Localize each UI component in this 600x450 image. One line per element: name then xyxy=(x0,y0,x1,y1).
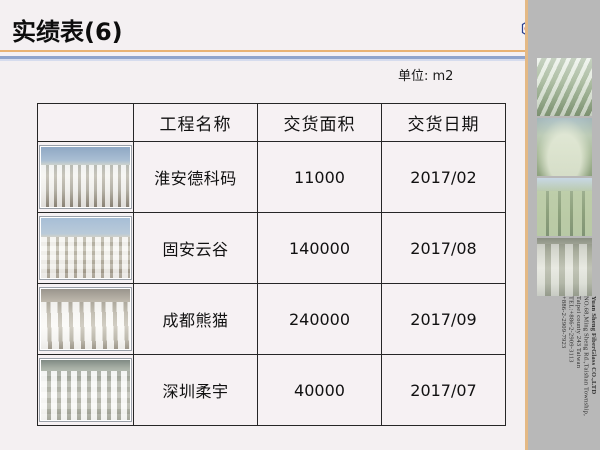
project-photo-guan xyxy=(39,216,132,280)
row-project-name: 淮安德科码 xyxy=(133,141,258,213)
row-thumbnail-cell xyxy=(37,283,134,355)
title-header: 实绩表(6) xyxy=(0,0,528,61)
header-delivery-date: 交货日期 xyxy=(381,103,506,142)
address-city: Taipei county 243 Taiwan xyxy=(575,296,582,369)
row-delivery-area: 40000 xyxy=(257,354,382,426)
header-project-name: 工程名称 xyxy=(133,103,258,142)
row-delivery-area: 240000 xyxy=(257,283,382,355)
table-header-row: 工程名称 交货面积 交货日期 xyxy=(37,103,506,142)
row-project-name: 成都熊猫 xyxy=(133,283,258,355)
title-divider-blue-light xyxy=(0,59,528,61)
row-delivery-date: 2017/09 xyxy=(381,283,506,355)
row-project-name: 深圳柔宇 xyxy=(133,354,258,426)
project-photo-chengdu xyxy=(39,287,132,351)
row-thumbnail-cell xyxy=(37,354,134,426)
row-project-name: 固安云谷 xyxy=(133,212,258,284)
address-tel-primary: TEL:+886-2-2909-3113 xyxy=(567,296,575,363)
row-delivery-area: 140000 xyxy=(257,212,382,284)
address-street: NO.68,Ming Sheng Rd.,Taishan Township, xyxy=(582,296,590,416)
table-row: 淮安德科码 11000 2017/02 xyxy=(37,141,506,213)
row-thumbnail-cell xyxy=(37,141,134,213)
title-divider-blue xyxy=(0,56,528,59)
company-address-block: Yuan Sheng FiberGlass CO.,LTD NO.68,Ming… xyxy=(528,296,600,446)
title-divider-orange xyxy=(0,50,528,52)
sidebar-photo-strip xyxy=(537,58,592,298)
frp-floor-interior-photo xyxy=(537,238,592,296)
frp-ceiling-structure-photo xyxy=(537,58,592,116)
project-photo-huaian xyxy=(39,145,132,209)
frp-tank-closeup-photo xyxy=(537,118,592,176)
header-photo xyxy=(37,103,134,142)
table-row: 成都熊猫 240000 2017/09 xyxy=(37,283,506,355)
results-table: 工程名称 交货面积 交货日期 淮安德科码 11000 2017/02 固安云谷 … xyxy=(37,103,506,426)
row-delivery-date: 2017/07 xyxy=(381,354,506,426)
header-delivery-area: 交货面积 xyxy=(257,103,382,142)
row-thumbnail-cell xyxy=(37,212,134,284)
row-delivery-date: 2017/02 xyxy=(381,141,506,213)
table-row: 深圳柔宇 40000 2017/07 xyxy=(37,354,506,426)
project-photo-shenzhen xyxy=(39,358,132,422)
page-title: 实绩表(6) xyxy=(12,18,123,46)
address-tel-secondary: +886-2-2909-7923 xyxy=(560,296,567,349)
table-row: 固安云谷 140000 2017/08 xyxy=(37,212,506,284)
row-delivery-date: 2017/08 xyxy=(381,212,506,284)
frp-tank-farm-photo xyxy=(537,178,592,236)
row-delivery-area: 11000 xyxy=(257,141,382,213)
address-company-name: Yuan Sheng FiberGlass CO.,LTD xyxy=(590,296,597,395)
unit-label: 单位: m2 xyxy=(398,69,454,84)
right-sidebar: Yuan Sheng FiberGlass CO.,LTD NO.68,Ming… xyxy=(525,0,600,450)
